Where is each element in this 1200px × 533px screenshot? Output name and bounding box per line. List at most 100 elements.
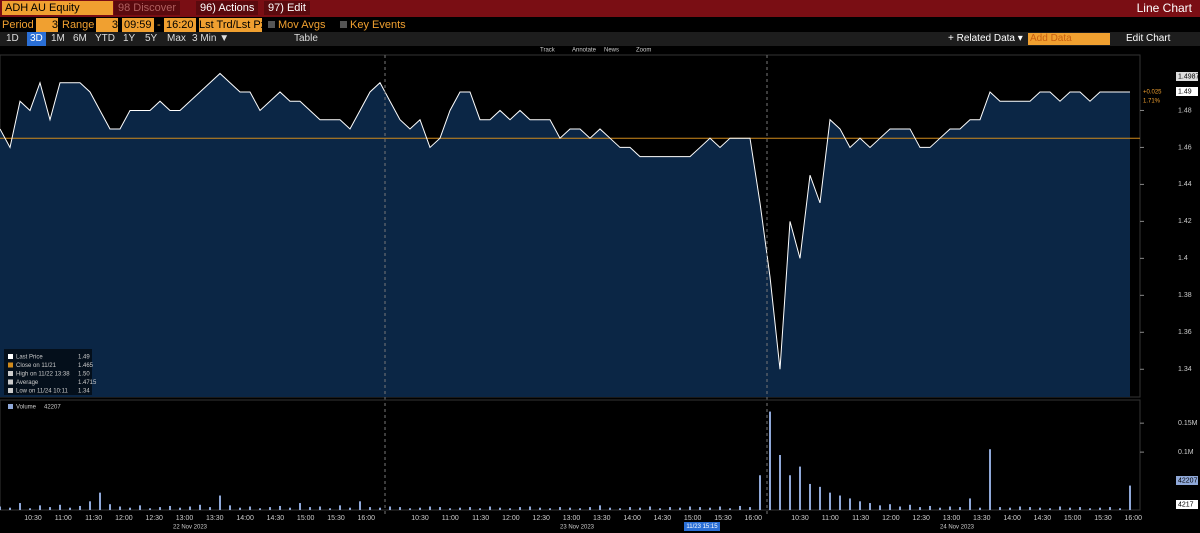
- volume-bar: [159, 507, 161, 510]
- range-button[interactable]: 3D: [27, 32, 46, 46]
- range-button[interactable]: 1M: [51, 33, 65, 44]
- range-button[interactable]: Max: [167, 33, 186, 44]
- legend-swatch: [8, 404, 13, 409]
- last-marker: 1.49: [1178, 88, 1192, 95]
- volume-bar: [0, 506, 1, 510]
- volume-bar: [469, 507, 471, 510]
- volume-bar: [479, 508, 481, 510]
- cursor-box: [684, 522, 720, 531]
- volume-bar: [779, 455, 781, 510]
- checkbox[interactable]: [340, 21, 347, 28]
- add-data-input[interactable]: Add Data: [1028, 33, 1110, 45]
- volume-bar: [759, 475, 761, 510]
- volume-bar: [1119, 508, 1121, 510]
- chart-tool: Zoom: [636, 48, 651, 54]
- checkbox[interactable]: [268, 21, 275, 28]
- volume-bar: [209, 507, 211, 510]
- end-input[interactable]: 16:20: [164, 18, 196, 32]
- y-tick-label: 1.44: [1178, 181, 1192, 188]
- volume-bar: [979, 507, 981, 510]
- volume-bar: [549, 508, 551, 510]
- volume-bar: [449, 508, 451, 510]
- x-tick-label: 15:30: [1094, 515, 1112, 522]
- x-tick-label: 11:30: [85, 515, 102, 522]
- volume-bar: [439, 507, 441, 510]
- x-date-label: 23 Nov 2023: [560, 525, 595, 531]
- legend-swatch: [8, 362, 13, 368]
- chart: Track Annotate News Zoom 1.34 1.36 1.38 1.4 1.42…: [0, 48, 1200, 531]
- volume-bar: [1099, 507, 1101, 510]
- ticker-input[interactable]: ADH AU Equity: [2, 1, 113, 15]
- volume-bar: [1129, 485, 1131, 510]
- edit-button[interactable]: 97) Edit: [264, 1, 310, 15]
- range-bar: [0, 32, 1200, 46]
- x-tick-label: 14:00: [623, 515, 641, 522]
- range-button[interactable]: 6M: [73, 33, 87, 44]
- volume-bar: [239, 507, 241, 510]
- pct-marker: 1.71%: [1143, 99, 1161, 105]
- x-tick-label: 11:00: [55, 515, 72, 522]
- edit-chart[interactable]: Edit Chart: [1126, 33, 1171, 44]
- y-tick-label: 1.34: [1178, 366, 1192, 373]
- volume-bar: [899, 506, 901, 510]
- volume-bar: [619, 508, 621, 510]
- start-input[interactable]: 09:59: [122, 18, 154, 32]
- volume-bar: [659, 508, 661, 510]
- y-tick-label: 1.42: [1178, 218, 1192, 225]
- range-button[interactable]: 1Y: [123, 33, 136, 44]
- volume-bar: [1109, 507, 1111, 510]
- discover-button[interactable]: 98 Discover: [114, 1, 181, 15]
- volume-bar: [509, 508, 511, 510]
- legend-label: High on 11/22 13:38: [16, 372, 70, 378]
- volume-bar: [409, 508, 411, 510]
- volume-bar: [1029, 507, 1031, 510]
- price-type[interactable]: Lst Trd/Lst Px: [199, 18, 262, 32]
- x-tick-label: 12:30: [912, 515, 930, 522]
- x-tick-label: 12:00: [882, 515, 900, 522]
- volume-bar: [109, 504, 111, 510]
- related-data[interactable]: + Related Data ▾: [948, 33, 1023, 44]
- x-tick-label: 13:00: [943, 515, 961, 522]
- volume-bar: [319, 506, 321, 510]
- legend-value: 1.465: [78, 363, 94, 369]
- range-button[interactable]: 5Y: [145, 33, 158, 44]
- volume-bar: [539, 507, 541, 510]
- volume-bar: [769, 411, 771, 510]
- volume-bar: [919, 507, 921, 510]
- legend-value: 1.49: [78, 355, 90, 361]
- volume-bar: [889, 504, 891, 510]
- range-input[interactable]: 3: [96, 18, 118, 32]
- volume-bar: [989, 449, 991, 510]
- mov-avgs[interactable]: Mov Avgs: [278, 19, 326, 31]
- x-tick-label: 13:00: [176, 515, 194, 522]
- y-tick-label: 1.46: [1178, 144, 1192, 151]
- volume-bar: [459, 507, 461, 510]
- volume-bar: [349, 507, 351, 510]
- range-button[interactable]: YTD: [95, 33, 115, 44]
- x-tick-label: 15:30: [327, 515, 345, 522]
- legend-swatch: [8, 354, 13, 359]
- volume-bar: [959, 507, 961, 510]
- x-tick-label: 14:00: [1003, 515, 1021, 522]
- marker-box: [1176, 72, 1198, 81]
- actions-button[interactable]: 96) Actions: [196, 1, 259, 15]
- volume-bar: [29, 508, 31, 510]
- volume-bar: [949, 506, 951, 510]
- marker-box: [1176, 87, 1198, 96]
- table-button[interactable]: Table: [294, 33, 318, 44]
- key-events[interactable]: Key Events: [350, 19, 406, 31]
- volume-bar: [229, 505, 231, 510]
- volume-bar: [929, 505, 931, 510]
- volume-bar: [249, 506, 251, 510]
- x-tick-label: 13:30: [973, 515, 991, 522]
- range-button[interactable]: 3 Min ▼: [192, 33, 230, 44]
- volume-bar: [289, 507, 291, 510]
- period-input[interactable]: 3: [36, 18, 58, 32]
- range-button[interactable]: 1D: [6, 33, 19, 44]
- volume-bar: [1019, 506, 1021, 510]
- volume-bar: [79, 505, 81, 510]
- volume-bar: [1049, 508, 1051, 510]
- y-tick-label: 1.48: [1178, 107, 1192, 114]
- legend-label: Low on 11/24 10:11: [16, 389, 68, 395]
- price-line: [0, 72, 1130, 370]
